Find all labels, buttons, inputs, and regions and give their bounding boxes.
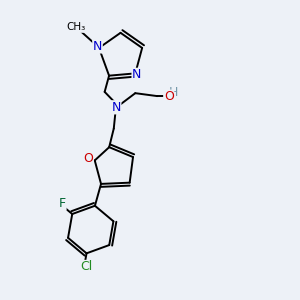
Text: N: N bbox=[112, 101, 121, 114]
Text: O: O bbox=[83, 152, 93, 165]
Text: H: H bbox=[169, 86, 178, 99]
Text: CH₃: CH₃ bbox=[66, 22, 85, 32]
Text: F: F bbox=[59, 197, 66, 210]
Text: O: O bbox=[164, 90, 174, 103]
Text: Cl: Cl bbox=[80, 260, 92, 274]
Text: N: N bbox=[93, 40, 102, 53]
Text: N: N bbox=[132, 68, 142, 81]
